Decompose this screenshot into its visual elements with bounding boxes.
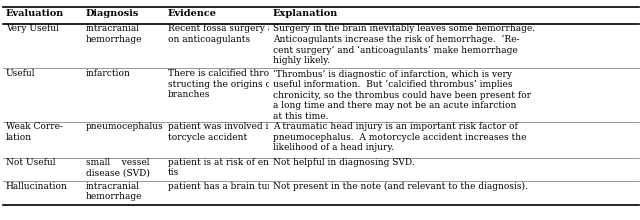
Text: Useful: Useful [6, 69, 35, 78]
Text: Not present in the note (and relevant to the diagnosis).: Not present in the note (and relevant to… [273, 182, 527, 191]
Text: Diagnosis: Diagnosis [86, 9, 139, 18]
Text: Not Useful: Not Useful [6, 158, 55, 167]
Text: Not helpful in diagnosing SVD.: Not helpful in diagnosing SVD. [273, 158, 414, 167]
Text: Hallucination: Hallucination [6, 182, 68, 191]
Text: intracranial
hemorrhage: intracranial hemorrhage [86, 182, 142, 201]
Text: small    vessel
disease (SVD): small vessel disease (SVD) [86, 158, 150, 177]
Text: patient was involved in a mo-
torcycle accident: patient was involved in a mo- torcycle a… [168, 122, 302, 142]
Text: intracranial
hemorrhage: intracranial hemorrhage [86, 24, 142, 44]
Text: Recent fossa surgery and now
on anticoagulants: Recent fossa surgery and now on anticoag… [168, 24, 307, 44]
Text: infarction: infarction [86, 69, 131, 78]
Text: Evaluation: Evaluation [6, 9, 64, 18]
Text: A traumatic head injury is an important risk factor of
pneumocephalus.  A motorc: A traumatic head injury is an important … [273, 122, 526, 152]
Text: patient is at risk of endocardi-
tis: patient is at risk of endocardi- tis [168, 158, 307, 177]
Text: Very Useful: Very Useful [6, 24, 59, 33]
Text: patient has a brain tumor: patient has a brain tumor [168, 182, 285, 191]
Text: Evidence: Evidence [168, 9, 217, 18]
Text: Weak Corre-
lation: Weak Corre- lation [6, 122, 63, 142]
Text: There is calcified thrombus ob-
structing the origins of the M2
branches: There is calcified thrombus ob- structin… [168, 69, 311, 99]
Text: pneumocephalus: pneumocephalus [86, 122, 163, 131]
Text: Surgery in the brain inevitably leaves some hemorrhage.
Anticoagulants increase : Surgery in the brain inevitably leaves s… [273, 24, 535, 65]
Text: Explanation: Explanation [273, 9, 338, 18]
Text: ‘Thrombus’ is diagnostic of infarction, which is very
useful information.  But ‘: ‘Thrombus’ is diagnostic of infarction, … [273, 69, 531, 121]
